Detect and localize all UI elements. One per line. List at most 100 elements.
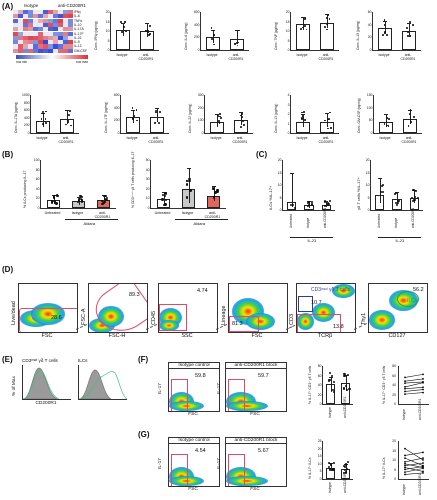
data-point bbox=[383, 23, 386, 26]
aldara-bracket bbox=[175, 219, 228, 220]
data-point bbox=[327, 127, 329, 130]
paired-point bbox=[404, 454, 406, 457]
cd45-gate bbox=[159, 304, 187, 331]
data-point bbox=[163, 194, 167, 198]
paired-line bbox=[404, 452, 424, 456]
data-point bbox=[301, 116, 303, 119]
data-point bbox=[410, 121, 413, 123]
data-point bbox=[154, 110, 157, 112]
error-bar bbox=[123, 23, 124, 36]
cytokine-chart: 20 15 10 5 0 bbox=[286, 10, 339, 52]
scale-max: row max bbox=[76, 60, 89, 64]
data-point bbox=[412, 199, 415, 202]
data-point bbox=[241, 112, 244, 115]
y-tick-label: 200 bbox=[23, 123, 30, 128]
y-axis-label: Conc. TNF (pg/mg) bbox=[274, 21, 278, 50]
heatmap-cell bbox=[43, 31, 48, 36]
bar bbox=[60, 118, 74, 133]
heatmap-cell bbox=[63, 48, 68, 53]
data-point bbox=[133, 115, 136, 117]
y-tick-label: 40 bbox=[317, 383, 322, 387]
error-bar bbox=[345, 375, 347, 391]
data-point bbox=[326, 23, 328, 25]
data-point bbox=[311, 201, 313, 204]
heatmap-cell bbox=[33, 10, 38, 15]
gd-note: CD3ᵐᵉᵈ γδ T cells bbox=[311, 287, 351, 293]
error-cap bbox=[289, 173, 294, 174]
data-point bbox=[324, 119, 327, 122]
paired-point bbox=[404, 461, 406, 463]
data-point bbox=[135, 108, 138, 111]
heatmap-cell bbox=[13, 10, 18, 15]
heatmap-cell bbox=[33, 18, 38, 23]
x-tick-label: Isotype bbox=[327, 407, 332, 418]
flow-anti: 59.7 bbox=[225, 368, 287, 412]
il17-gate bbox=[171, 454, 188, 486]
heatmap-cell bbox=[58, 10, 63, 15]
paired-line bbox=[404, 472, 424, 475]
hist-title-ilc: ILCs bbox=[78, 358, 88, 363]
histogram-ilc bbox=[78, 365, 127, 400]
heatmap-cell bbox=[18, 44, 23, 49]
data-point bbox=[188, 180, 191, 183]
data-point bbox=[77, 199, 81, 202]
data-point bbox=[164, 191, 167, 195]
flow-y-label: CD45 bbox=[151, 310, 157, 325]
error-cap bbox=[145, 22, 149, 24]
heatmap-cell bbox=[68, 22, 73, 28]
data-point bbox=[415, 190, 418, 193]
heatmap-cell bbox=[33, 27, 38, 32]
heatmap bbox=[13, 10, 83, 55]
data-point bbox=[306, 202, 309, 205]
heatmap-cell bbox=[63, 14, 68, 19]
paired-line bbox=[404, 386, 424, 390]
error-cap bbox=[131, 109, 135, 111]
data-point bbox=[386, 124, 388, 127]
cytokine-chart: 1000 800 600 400 200 0 bbox=[22, 93, 79, 135]
paired-point bbox=[422, 373, 424, 376]
y-tick-label: 100 bbox=[197, 118, 204, 123]
y-tick-label: 10 bbox=[285, 29, 290, 33]
heatmap-cell bbox=[18, 27, 23, 32]
hist-cd200r1 bbox=[79, 371, 127, 399]
cytokine-chart: 4 3 2 1 0 bbox=[287, 93, 339, 135]
y-tick-label: 60 bbox=[392, 373, 396, 378]
paired-point bbox=[422, 472, 424, 474]
y-tick-label: 15 bbox=[105, 19, 110, 24]
data-point bbox=[383, 19, 386, 22]
heatmap-cell bbox=[48, 31, 53, 36]
panel-a-label: (A) bbox=[2, 2, 14, 11]
data-point bbox=[304, 118, 306, 121]
cytokine-chart: 300 200 100 0 bbox=[198, 93, 253, 135]
x-tick-label: anti-CD200R1 bbox=[400, 53, 416, 61]
heatmap-cell bbox=[48, 18, 53, 23]
data-point bbox=[310, 203, 313, 206]
heatmap-cell bbox=[28, 48, 33, 53]
y-tick-label: 0 bbox=[287, 131, 290, 135]
heatmap-row-label: IL-17F bbox=[74, 31, 84, 36]
bar bbox=[150, 116, 164, 133]
paired-point bbox=[422, 381, 424, 384]
y-tick-label: 15 bbox=[317, 454, 322, 459]
error-bar bbox=[103, 196, 105, 205]
flow-x-label: FSC bbox=[251, 333, 263, 339]
data-point bbox=[44, 110, 47, 113]
heatmap-cell bbox=[38, 10, 43, 15]
y-tick-label: 80 bbox=[317, 364, 322, 368]
paired-line bbox=[404, 466, 424, 470]
data-point bbox=[218, 119, 221, 122]
data-point bbox=[346, 373, 349, 377]
error-bar bbox=[326, 201, 327, 207]
y-tick-label: 15 bbox=[285, 19, 290, 24]
data-point bbox=[347, 461, 350, 464]
data-point bbox=[409, 115, 412, 118]
data-point bbox=[52, 195, 56, 198]
y-axis-label: Conc. IL-17F (pg/mg) bbox=[104, 101, 108, 133]
cytokine-chart: 600 400 200 0 bbox=[114, 93, 169, 135]
heatmap-cell bbox=[68, 14, 73, 19]
error-bar bbox=[327, 114, 328, 128]
heatmap-cell bbox=[13, 22, 18, 28]
y-axis-label: % IL-17⁺ CD3⁺ γδ T cells bbox=[308, 365, 312, 404]
y-tick-label: 60 bbox=[35, 177, 40, 182]
heatmap-cell bbox=[43, 44, 48, 49]
